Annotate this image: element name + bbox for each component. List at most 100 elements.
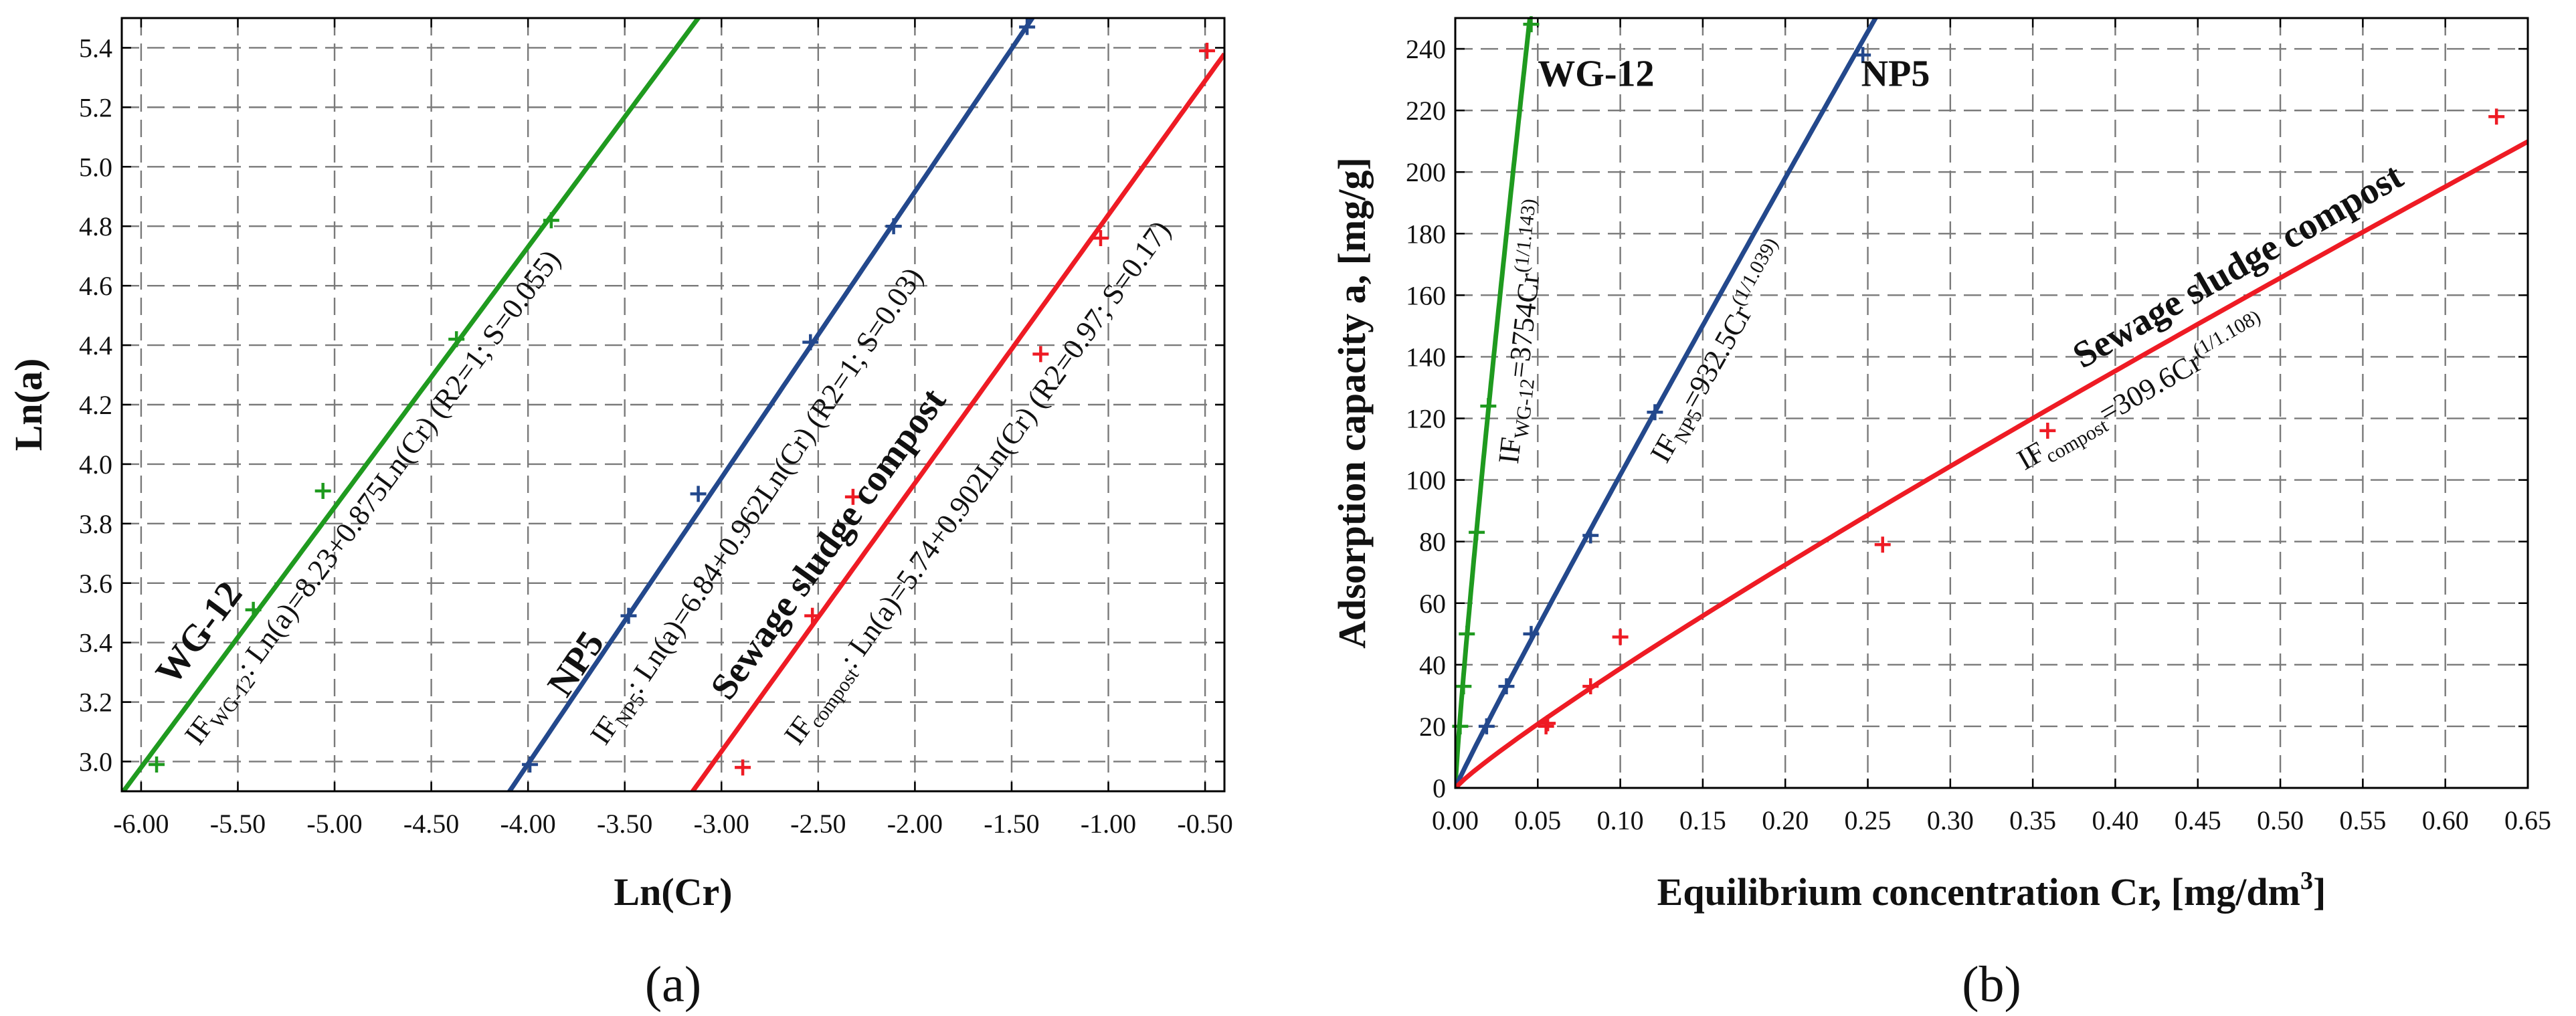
- y-tick-label: 140: [1406, 342, 1446, 372]
- x-tick-label: -4.00: [500, 809, 555, 839]
- equation-subscript: WG-12: [1510, 377, 1539, 439]
- panel-a: -6.00 -5.50 -5.00 -4.50 -4.00 -3.50 -3.00 -2.50…: [7, 17, 1233, 1013]
- x-tick-label: 0.60: [2422, 805, 2469, 835]
- series-label: WG-12: [148, 574, 251, 692]
- axis-ticks: 0.00 0.05 0.10 0.15 0.20 0.25 0.30 0.35 0.40 0.45…: [1406, 18, 2551, 835]
- panel-label: (b): [1962, 956, 2021, 1013]
- data-point: [1478, 718, 1495, 734]
- x-tick-label: 0.45: [2175, 805, 2221, 835]
- y-tick-label: 80: [1419, 527, 1446, 557]
- fit-line: [122, 18, 701, 791]
- equation-label: IFWG-12: Ln(a)=8.23+0.875Ln(Cr) (R2=1; S…: [178, 243, 570, 753]
- x-tick-label: 0.00: [1432, 805, 1479, 835]
- y-tick-label: 3.0: [79, 747, 112, 777]
- data-point: [448, 331, 465, 348]
- equation-label: IFcompost: Ln(a)=5.74+0.902Ln(Cr) (R2=0.…: [777, 215, 1180, 753]
- x-tick-label: 0.20: [1762, 805, 1809, 835]
- data-point: [1459, 625, 1475, 642]
- x-tick-label: 0.35: [2009, 805, 2056, 835]
- y-tick-label: 4.0: [79, 449, 112, 480]
- x-tick-label: -1.00: [1081, 809, 1136, 839]
- x-axis-title-text: Equilibrium concentration Cr, [mg/dm: [1657, 870, 2300, 914]
- x-tick-label: 0.25: [1845, 805, 1892, 835]
- equation-label: IFNP5=932.5Cr(1/1.039): [1641, 234, 1799, 470]
- fit-line-group: [691, 52, 1224, 791]
- y-axis-title: Adsorption capacity a, [mg/g]: [1330, 157, 1374, 649]
- y-tick-label: 5.4: [79, 33, 112, 63]
- data-point: [2039, 422, 2056, 439]
- data-point: [802, 334, 819, 350]
- x-tick-label: -2.00: [887, 809, 943, 839]
- fit-line-group: [122, 18, 701, 791]
- data-point: [620, 607, 637, 624]
- data-point: [314, 482, 331, 499]
- y-tick-label: 3.8: [79, 509, 112, 539]
- data-point: [149, 756, 165, 773]
- series-label: NP5: [1861, 53, 1930, 94]
- fit-line-group: [1455, 18, 1878, 788]
- data-point: [885, 218, 902, 235]
- y-tick-label: 160: [1406, 280, 1446, 310]
- x-tick-label: -0.50: [1177, 809, 1232, 839]
- y-tick-label: 60: [1419, 589, 1446, 619]
- equation-prefix: IF: [1492, 435, 1528, 465]
- y-tick-label: 220: [1406, 96, 1446, 126]
- y-tick-label: 4.6: [79, 271, 112, 301]
- data-point: [1874, 536, 1891, 553]
- y-tick-label: 240: [1406, 34, 1446, 64]
- x-tick-label: 0.65: [2504, 805, 2551, 835]
- data-point: [1855, 47, 1871, 64]
- data-point: [1498, 678, 1515, 695]
- data-point: [245, 601, 262, 618]
- fit-line: [507, 18, 1036, 791]
- axis-ticks: -6.00 -5.50 -5.00 -4.50 -4.00 -3.50 -3.00 -2.50…: [79, 18, 1233, 839]
- data-point: [735, 759, 751, 776]
- data-point: [1612, 629, 1629, 645]
- x-tick-label: -3.00: [694, 809, 749, 839]
- y-tick-label: 5.2: [79, 92, 112, 122]
- y-tick-label: 4.2: [79, 390, 112, 420]
- series-label: WG-12: [1538, 53, 1654, 94]
- series-label: NP5: [539, 624, 612, 704]
- x-axis-title-superscript: 3: [2300, 867, 2313, 895]
- equation-prefix: IF: [2011, 435, 2050, 476]
- x-tick-label: -5.00: [306, 809, 362, 839]
- fit-line: [1455, 18, 1533, 788]
- data-point: [1538, 718, 1554, 734]
- x-tick-label: 0.40: [2092, 805, 2138, 835]
- fit-line-group: [1455, 18, 1533, 788]
- data-point: [690, 486, 707, 502]
- plot-frame: [120, 17, 1226, 793]
- equation-superscript: (1/1.143): [1510, 197, 1540, 274]
- x-axis-title-end: ]: [2313, 870, 2326, 914]
- gridlines: [122, 18, 1224, 791]
- data-point: [1019, 19, 1036, 35]
- y-tick-label: 0: [1433, 773, 1446, 803]
- equation-superscript: (1/1.108): [2189, 306, 2265, 362]
- y-tick-label: 200: [1406, 157, 1446, 187]
- fit-line: [1455, 18, 1878, 788]
- x-tick-label: -5.50: [210, 809, 266, 839]
- y-tick-label: 100: [1406, 466, 1446, 496]
- x-tick-label: 0.15: [1679, 805, 1726, 835]
- fit-line: [691, 52, 1224, 791]
- y-axis-title: Ln(a): [7, 359, 50, 451]
- equation-body: =3754Cr: [1501, 272, 1546, 380]
- data-point: [1032, 346, 1049, 363]
- equation-label: IFWG-12=3754Cr(1/1.143): [1489, 197, 1559, 466]
- data-point: [844, 488, 861, 505]
- x-tick-label: -3.50: [597, 809, 652, 839]
- x-tick-label: -2.50: [790, 809, 846, 839]
- y-tick-label: 20: [1419, 712, 1446, 742]
- data-point: [522, 756, 539, 773]
- data-point: [1198, 42, 1215, 59]
- y-tick-label: 5.0: [79, 152, 112, 182]
- x-tick-label: 0.10: [1597, 805, 1644, 835]
- x-tick-label: 0.05: [1514, 805, 1561, 835]
- data-point: [1523, 625, 1540, 642]
- data-point: [1092, 230, 1109, 247]
- x-tick-label: 0.55: [2339, 805, 2386, 835]
- y-tick-label: 40: [1419, 650, 1446, 680]
